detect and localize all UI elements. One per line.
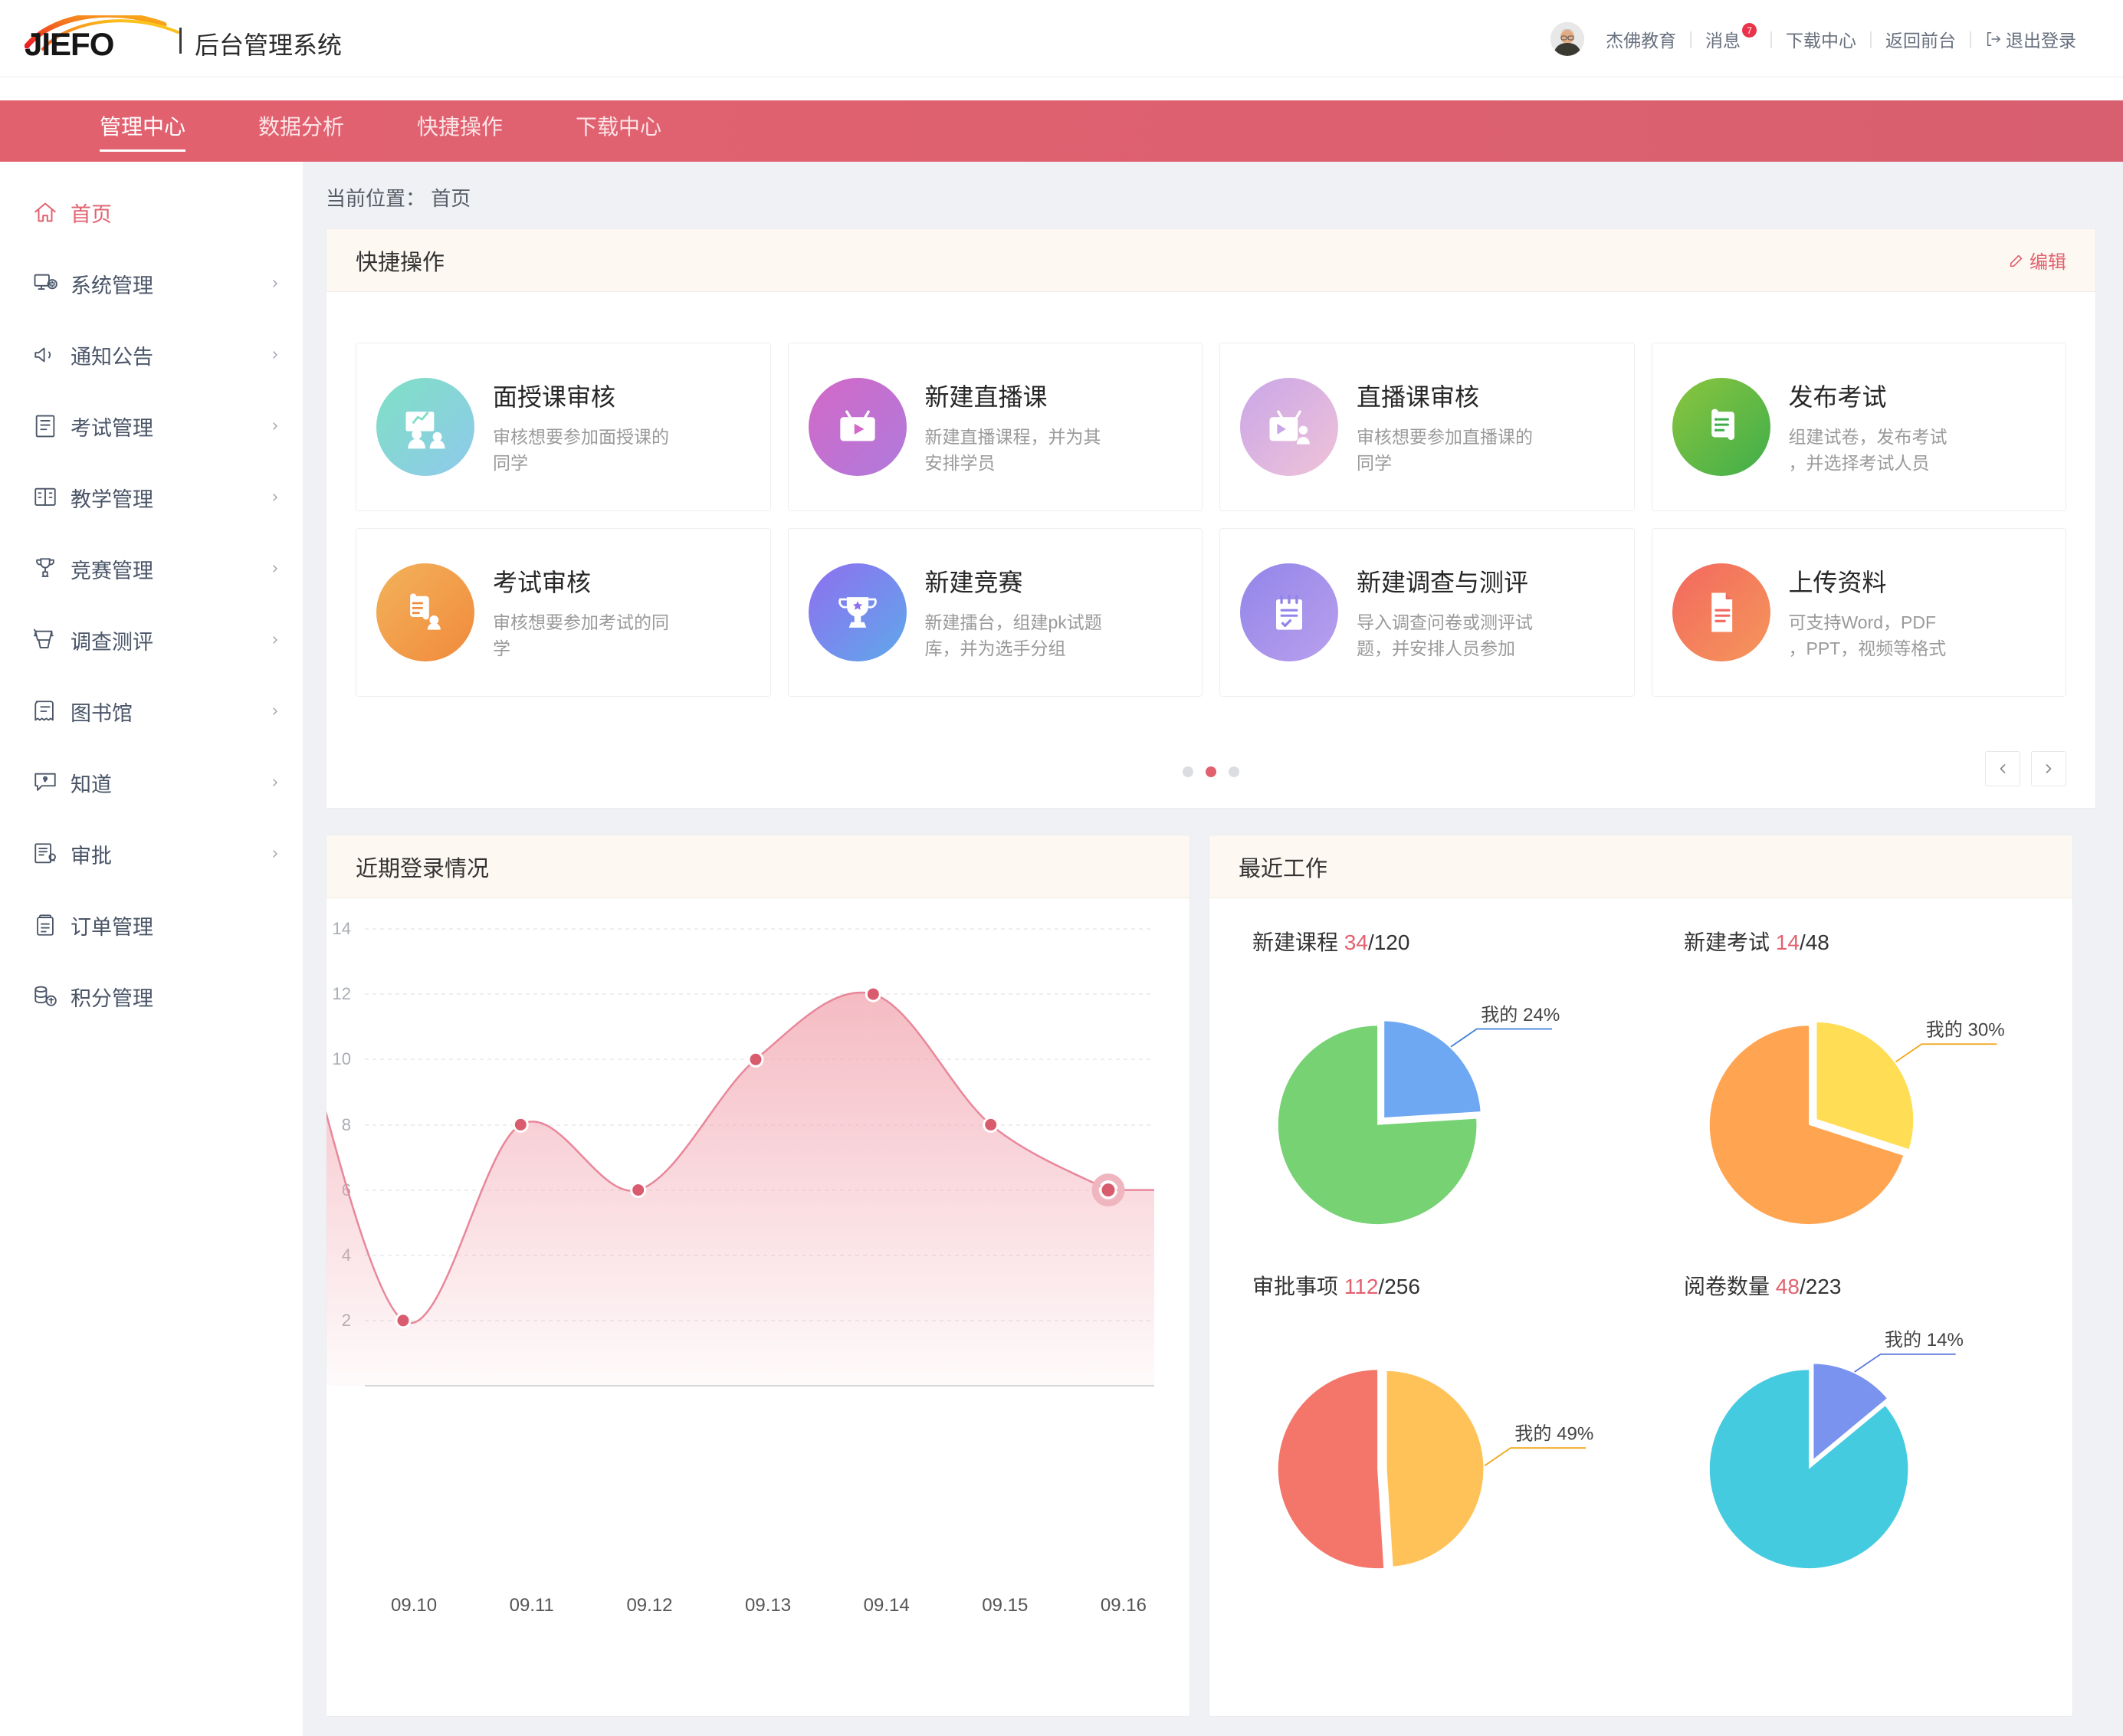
svg-text:后台管理系统: 后台管理系统	[195, 31, 342, 59]
svg-text:我的 14%: 我的 14%	[1885, 1330, 1964, 1350]
svg-text:JIEFO: JIEFO	[25, 26, 113, 62]
svg-text:我的 30%: 我的 30%	[1926, 1020, 2005, 1041]
svg-text:我的 49%: 我的 49%	[1514, 1423, 1593, 1444]
svg-text:8: 8	[342, 1115, 351, 1134]
svg-text:14: 14	[333, 919, 351, 938]
svg-text:我的 24%: 我的 24%	[1481, 1005, 1560, 1026]
svg-text:12: 12	[333, 984, 351, 1003]
svg-text:10: 10	[333, 1049, 351, 1068]
